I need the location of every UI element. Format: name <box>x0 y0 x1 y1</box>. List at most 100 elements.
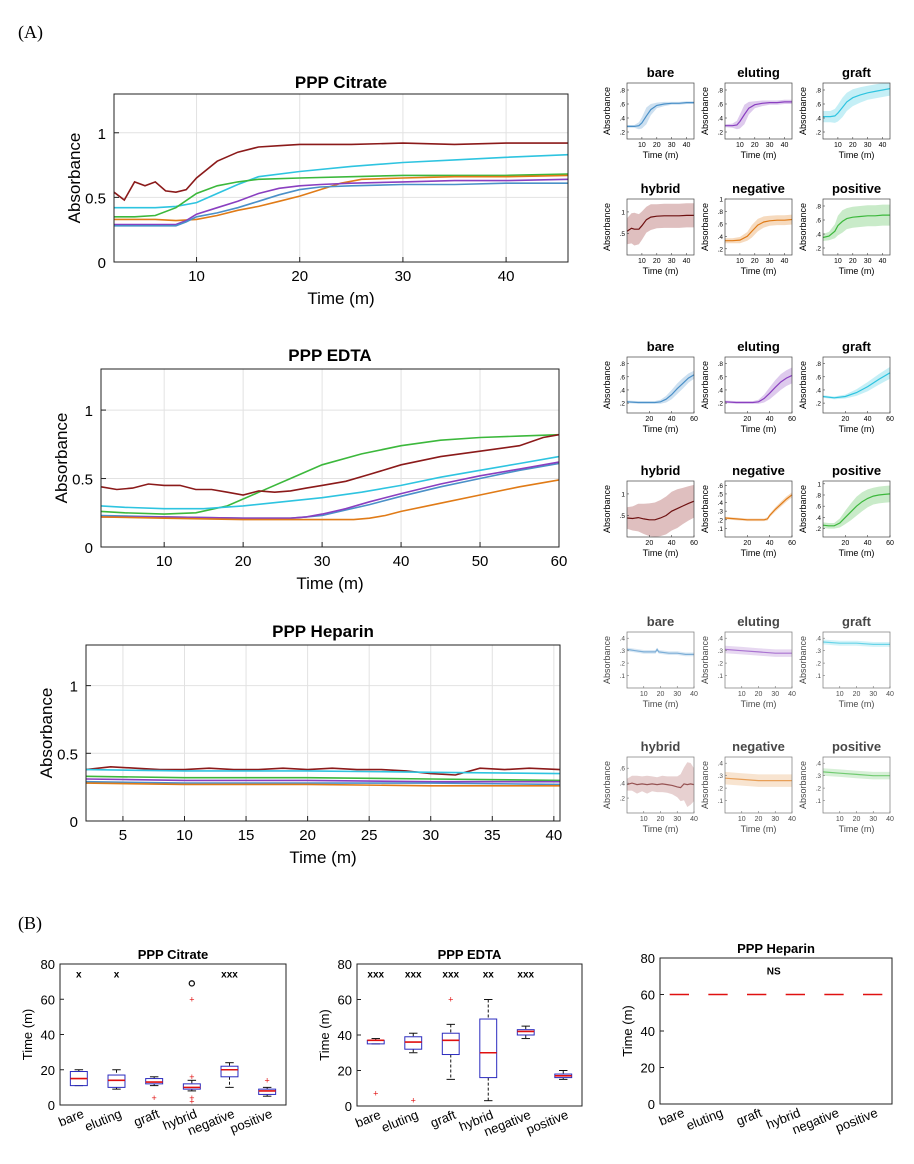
small-y-tick-label: 1 <box>621 209 625 216</box>
small-y-tick-label: .2 <box>718 517 724 524</box>
small-x-tick-label: 60 <box>886 540 894 547</box>
small-x-tick-label: 30 <box>869 816 877 823</box>
small-frame <box>822 82 891 140</box>
small-plot-area <box>627 632 694 688</box>
small-x-axis-label: Time (m) <box>839 824 875 834</box>
category-label: eluting <box>379 1107 420 1135</box>
mean-line-positive <box>822 771 890 777</box>
small-x-tick-label: 30 <box>864 258 872 265</box>
small-x-tick-label: 30 <box>771 816 779 823</box>
chart-title: PPP Citrate <box>295 73 387 92</box>
y-tick-label: 20 <box>338 1064 352 1079</box>
small-panel-title: eluting <box>737 65 780 80</box>
small-plot-area <box>823 199 890 255</box>
small-y-axis-label: Absorbance <box>700 636 710 684</box>
small-x-tick-label: 20 <box>743 416 751 423</box>
small-y-tick-label: .1 <box>718 526 724 533</box>
category-label: graft <box>132 1106 162 1130</box>
small-x-axis-label: Time (m) <box>741 266 777 276</box>
y-tick-label: 60 <box>41 992 55 1007</box>
edta-main-chart: 10 20 30 40 50 60 0 0.5 1 PPP EDTA Time (m) Absorba… <box>52 346 567 593</box>
small-x-tick-label: 20 <box>653 142 661 149</box>
small-x-axis-label: Time (m) <box>839 150 875 160</box>
small-panel-title: graft <box>842 65 872 80</box>
small-y-tick-label: .6 <box>718 374 724 381</box>
small-x-tick-label: 30 <box>869 691 877 698</box>
significance-marker: xxx <box>221 970 238 981</box>
small-panel-title: negative <box>732 739 785 754</box>
small-x-axis-label: Time (m) <box>839 424 875 434</box>
small-y-tick-label: .4 <box>718 234 724 241</box>
iqr-box <box>479 1018 498 1079</box>
small-x-axis-label: Time (m) <box>839 548 875 558</box>
small-x-tick-label: 10 <box>738 816 746 823</box>
small-y-tick-label: .1 <box>718 798 724 805</box>
small-y-tick-label: .2 <box>718 130 724 137</box>
small-x-tick-label: 30 <box>864 142 872 149</box>
small-panel-title: hybrid <box>641 739 681 754</box>
small-y-tick-label: .3 <box>718 648 724 655</box>
x-axis-label: Time (m) <box>289 848 356 867</box>
significance-marker: xxx <box>367 970 384 981</box>
small-y-axis-label: Absorbance <box>798 636 808 684</box>
small-y-tick-label: .4 <box>816 387 822 394</box>
small-y-tick-label: .4 <box>718 761 724 768</box>
y-tick-label: 40 <box>41 1028 55 1043</box>
series-line-bare <box>85 780 561 786</box>
small-x-tick-label: 20 <box>653 258 661 265</box>
x-tick-label: 20 <box>299 827 316 844</box>
y-tick-label: 0.5 <box>85 190 106 207</box>
plot-frame <box>356 963 583 1107</box>
small-y-tick-label: .2 <box>816 401 822 408</box>
small-frame <box>822 198 891 256</box>
small-y-tick-label: 1 <box>719 197 723 204</box>
small-x-tick-label: 40 <box>879 142 887 149</box>
small-panel-negative: 10 20 30 40 .2 .4 .6 .8 1 negative Time (m) Absorba… <box>700 181 793 276</box>
small-y-tick-label: .4 <box>816 232 822 239</box>
small-y-axis-label: Absorbance <box>798 87 808 135</box>
small-y-tick-label: 1 <box>621 491 625 498</box>
small-x-axis-label: Time (m) <box>643 699 679 709</box>
mean-line-negative <box>725 218 793 242</box>
small-y-tick-label: .4 <box>620 387 626 394</box>
small-x-tick-label: 40 <box>781 258 789 265</box>
small-x-tick-label: 40 <box>690 816 698 823</box>
small-panel-hybrid: 10 20 30 40 .2 .4 .6 hybrid Time (m) Absorbance <box>602 739 698 834</box>
small-panel-title: hybrid <box>641 463 681 478</box>
mean-line-negative <box>724 777 792 782</box>
mean-line-eluting <box>724 374 793 404</box>
small-panel-negative: 20 40 60 .1 .2.3 .4 .5.6 negative Time (m) Absorb… <box>700 463 796 558</box>
small-panel-title: eluting <box>737 339 780 354</box>
box-hybrid: xx <box>479 970 498 1102</box>
small-y-tick-label: .2 <box>620 130 626 137</box>
box-graft: + <box>145 1076 164 1103</box>
small-y-axis-label: Absorbance <box>798 361 808 409</box>
small-y-tick-label: .4 <box>816 636 822 643</box>
small-y-tick-label: 1 <box>817 481 821 488</box>
small-x-tick-label: 10 <box>736 258 744 265</box>
y-tick-label: 20 <box>641 1061 655 1076</box>
small-y-tick-label: .5 <box>620 513 626 520</box>
small-x-tick-label: 10 <box>836 816 844 823</box>
small-y-axis-label: Absorbance <box>700 87 710 135</box>
small-panel-title: hybrid <box>641 181 681 196</box>
significance-marker: xx <box>483 970 495 981</box>
y-tick-label: 20 <box>41 1063 55 1078</box>
small-x-axis-label: Time (m) <box>741 699 777 709</box>
iqr-box <box>404 1036 423 1050</box>
small-panel-bare: 20 40 60 .2 .4 .6 .8 bare Time (m) Absorbance <box>602 339 698 434</box>
small-x-axis-label: Time (m) <box>839 266 875 276</box>
spread-band-eluting <box>725 99 792 130</box>
mean-line-hybrid <box>626 500 695 521</box>
small-y-axis-label: Absorbance <box>602 485 612 533</box>
small-plot-area <box>725 481 792 537</box>
small-y-tick-label: .3 <box>816 648 822 655</box>
small-panel-title: bare <box>647 339 674 354</box>
small-y-axis-label: Absorbance <box>602 636 612 684</box>
small-plot-area <box>725 632 792 688</box>
mean-line-graft <box>823 88 891 118</box>
small-x-tick-label: 40 <box>886 691 894 698</box>
small-x-tick-label: 20 <box>841 540 849 547</box>
small-y-axis-label: Absorbance <box>798 203 808 251</box>
significance-marker: xxx <box>405 970 422 981</box>
